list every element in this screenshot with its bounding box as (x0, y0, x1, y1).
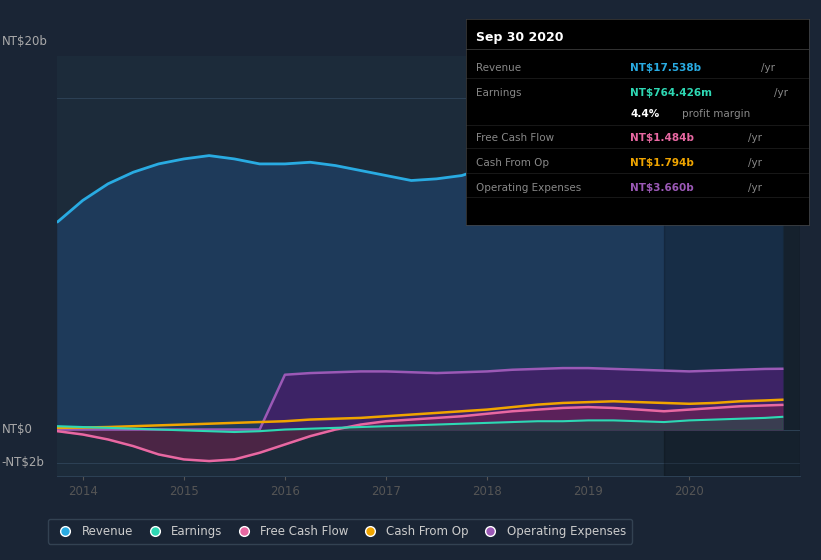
Bar (664, 56, 800, 476)
Text: /yr: /yr (748, 158, 762, 168)
Text: NT$17.538b: NT$17.538b (631, 63, 701, 73)
Text: NT$20b: NT$20b (2, 35, 48, 48)
Text: /yr: /yr (748, 133, 762, 143)
Text: Earnings: Earnings (476, 88, 521, 98)
Text: Sep 30 2020: Sep 30 2020 (476, 31, 563, 44)
Text: Revenue: Revenue (476, 63, 521, 73)
Text: NT$3.660b: NT$3.660b (631, 183, 694, 193)
Text: /yr: /yr (748, 183, 762, 193)
Text: NT$0: NT$0 (2, 423, 33, 436)
Text: -NT$2b: -NT$2b (2, 456, 44, 469)
Text: Cash From Op: Cash From Op (476, 158, 548, 168)
Text: profit margin: profit margin (682, 109, 750, 119)
Text: 4.4%: 4.4% (631, 109, 659, 119)
Text: NT$1.794b: NT$1.794b (631, 158, 694, 168)
Text: NT$1.484b: NT$1.484b (631, 133, 695, 143)
Text: Free Cash Flow: Free Cash Flow (476, 133, 554, 143)
Text: NT$764.426m: NT$764.426m (631, 88, 713, 98)
Text: Operating Expenses: Operating Expenses (476, 183, 581, 193)
Legend: Revenue, Earnings, Free Cash Flow, Cash From Op, Operating Expenses: Revenue, Earnings, Free Cash Flow, Cash … (48, 519, 632, 544)
Text: /yr: /yr (760, 63, 775, 73)
Text: /yr: /yr (773, 88, 787, 98)
